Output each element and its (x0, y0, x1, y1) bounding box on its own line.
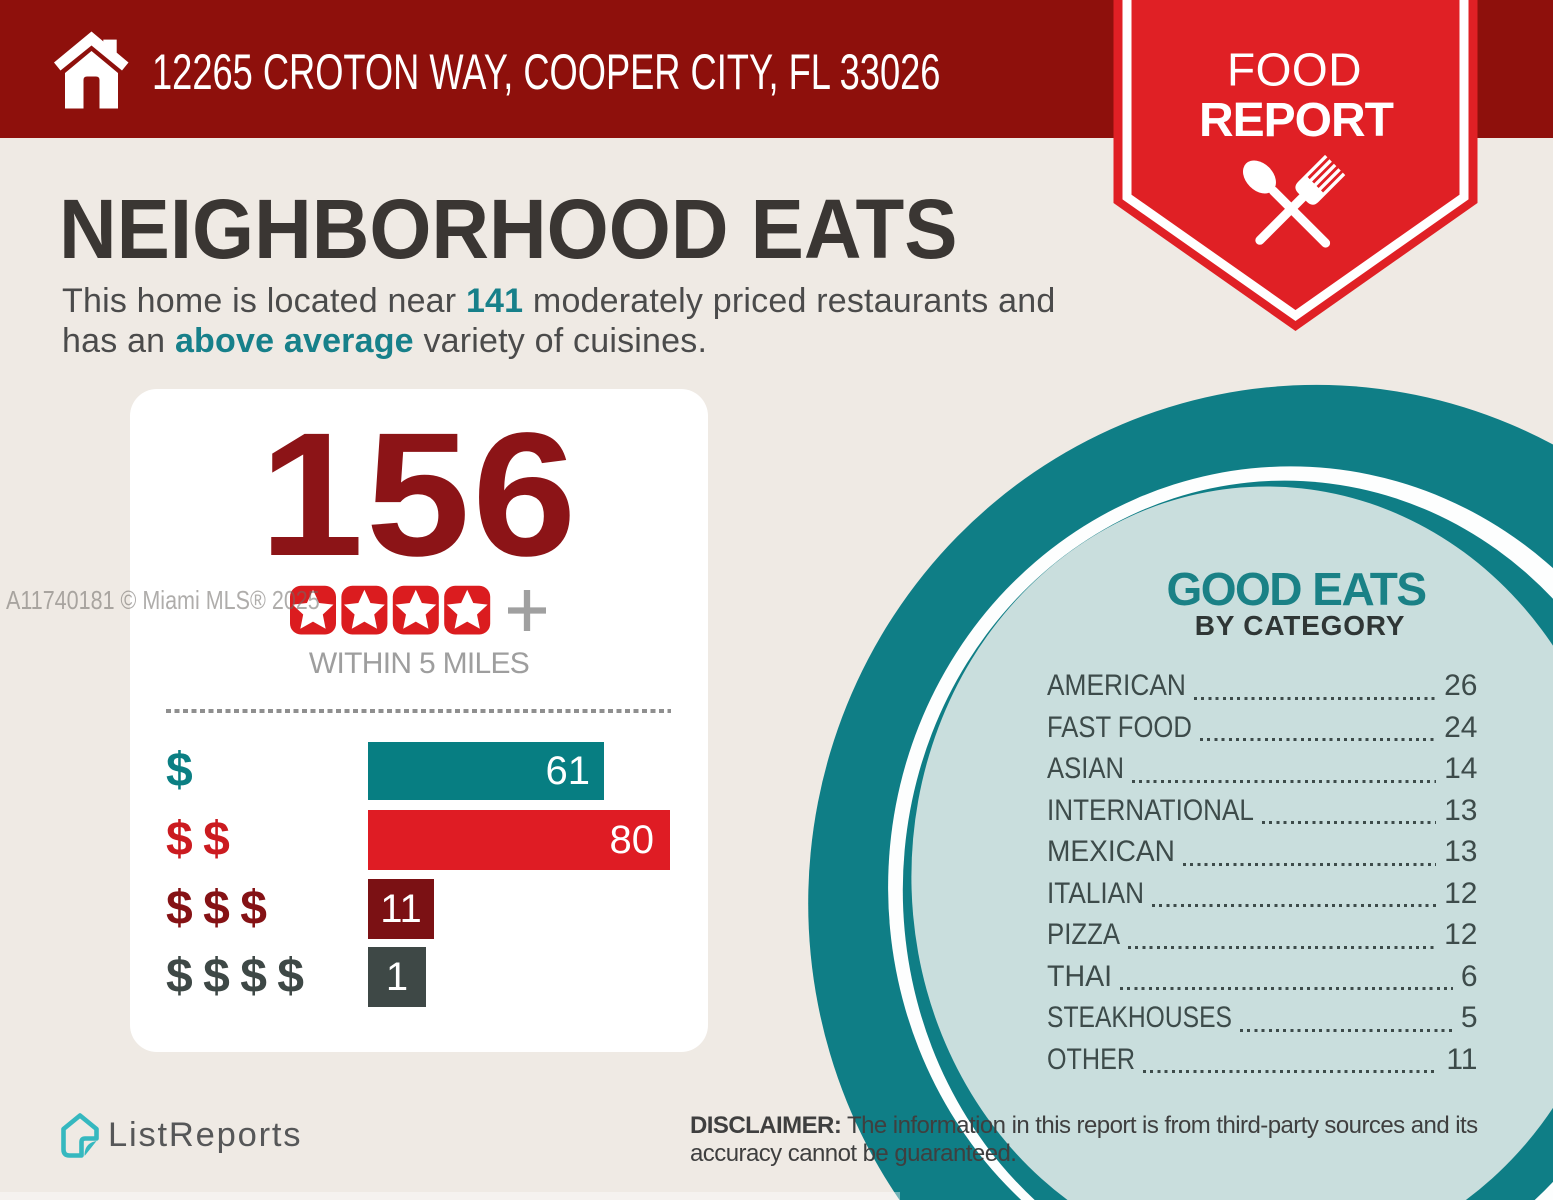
svg-text:FOOD: FOOD (1227, 44, 1362, 96)
svg-text:REPORT: REPORT (1199, 94, 1394, 147)
